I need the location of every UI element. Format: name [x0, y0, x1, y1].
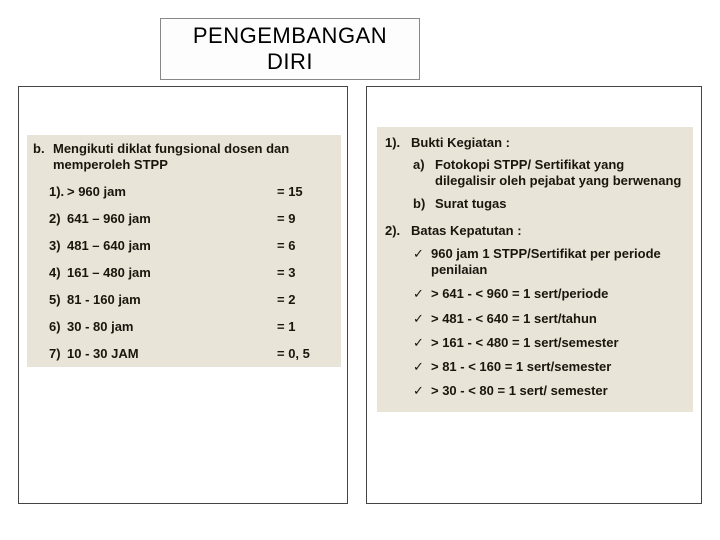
left-marker: b.: [33, 141, 53, 174]
right-panel: 1). Bukti Kegiatan : a)Fotokopi STPP/ Se…: [377, 127, 693, 412]
row-value: = 3: [277, 265, 335, 280]
item-text: 960 jam 1 STPP/Sertifikat per periode pe…: [431, 246, 685, 279]
row-value: = 1: [277, 319, 335, 334]
row-num: 1).: [33, 184, 67, 199]
check-icon: ✓: [413, 286, 431, 302]
row-num: 6): [33, 319, 67, 334]
row-label: 81 - 160 jam: [67, 292, 277, 307]
item-text: > 30 - < 80 = 1 sert/ semester: [431, 383, 608, 399]
section2-num: 2).: [385, 223, 411, 238]
row-value: = 15: [277, 184, 335, 199]
table-row: 5) 81 - 160 jam= 2: [27, 286, 341, 313]
check-icon: ✓: [413, 359, 431, 375]
item-text: Surat tugas: [435, 196, 507, 212]
section2-title: Batas Kepatutan :: [411, 223, 522, 238]
row-num: 3): [33, 238, 67, 253]
row-label: > 960 jam: [67, 184, 277, 199]
list-item: ✓> 641 - < 960 = 1 sert/periode: [385, 282, 685, 306]
left-panel: b. Mengikuti diklat fungsional dosen dan…: [27, 135, 341, 367]
left-heading: b. Mengikuti diklat fungsional dosen dan…: [27, 135, 341, 178]
right-frame: 1). Bukti Kegiatan : a)Fotokopi STPP/ Se…: [366, 86, 702, 504]
row-label: 481 – 640 jam: [67, 238, 277, 253]
row-value: = 9: [277, 211, 335, 226]
table-row: 7)10 - 30 JAM= 0, 5: [27, 340, 341, 367]
page-title: PENGEMBANGAN DIRI: [160, 18, 420, 80]
item-marker: a): [413, 157, 435, 190]
row-num: 5): [33, 292, 67, 307]
list-item: a)Fotokopi STPP/ Sertifikat yang dilegal…: [385, 154, 685, 193]
section1-head: 1). Bukti Kegiatan :: [385, 133, 685, 154]
left-frame: b. Mengikuti diklat fungsional dosen dan…: [18, 86, 348, 504]
row-num: 2): [33, 211, 67, 226]
table-row: 1).> 960 jam= 15: [27, 178, 341, 205]
row-label: 161 – 480 jam: [67, 265, 277, 280]
table-row: 2)641 – 960 jam= 9: [27, 205, 341, 232]
list-item: ✓ 960 jam 1 STPP/Sertifikat per periode …: [385, 242, 685, 283]
list-item: b)Surat tugas: [385, 193, 685, 215]
item-text: > 481 - < 640 = 1 sert/tahun: [431, 311, 597, 327]
section1-num: 1).: [385, 135, 411, 150]
check-icon: ✓: [413, 246, 431, 279]
item-text: > 161 - < 480 = 1 sert/semester: [431, 335, 619, 351]
item-text: Fotokopi STPP/ Sertifikat yang dilegalis…: [435, 157, 685, 190]
item-marker: b): [413, 196, 435, 212]
check-icon: ✓: [413, 335, 431, 351]
item-text: > 641 - < 960 = 1 sert/periode: [431, 286, 608, 302]
row-num: 4): [33, 265, 67, 280]
row-value: = 6: [277, 238, 335, 253]
table-row: 6)30 - 80 jam= 1: [27, 313, 341, 340]
row-num: 7): [33, 346, 67, 361]
table-row: 4)161 – 480 jam= 3: [27, 259, 341, 286]
left-heading-text: Mengikuti diklat fungsional dosen dan me…: [53, 141, 335, 174]
row-value: = 2: [277, 292, 335, 307]
row-label: 641 – 960 jam: [67, 211, 277, 226]
row-value: = 0, 5: [277, 346, 335, 361]
list-item: ✓> 481 - < 640 = 1 sert/tahun: [385, 307, 685, 331]
list-item: ✓> 81 - < 160 = 1 sert/semester: [385, 355, 685, 379]
row-label: 30 - 80 jam: [67, 319, 277, 334]
list-item: ✓> 161 - < 480 = 1 sert/semester: [385, 331, 685, 355]
row-label: 10 - 30 JAM: [67, 346, 277, 361]
check-icon: ✓: [413, 311, 431, 327]
table-row: 3)481 – 640 jam= 6: [27, 232, 341, 259]
section2-head: 2). Batas Kepatutan :: [385, 221, 685, 242]
item-text: > 81 - < 160 = 1 sert/semester: [431, 359, 611, 375]
check-icon: ✓: [413, 383, 431, 399]
list-item: ✓> 30 - < 80 = 1 sert/ semester: [385, 379, 685, 403]
section1-title: Bukti Kegiatan :: [411, 135, 510, 150]
